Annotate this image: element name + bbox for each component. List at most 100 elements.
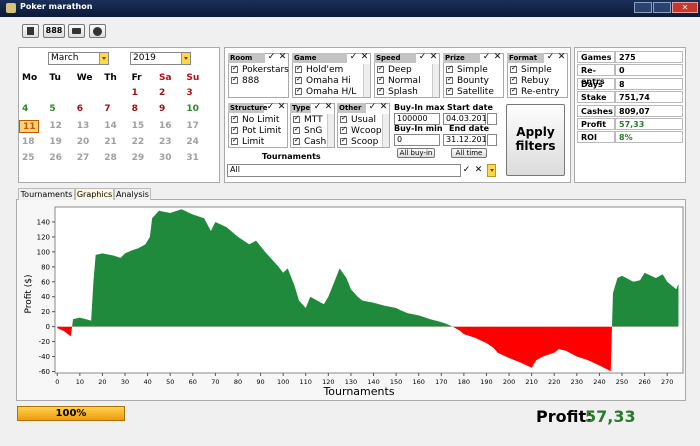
calendar-day[interactable]: 16 (159, 120, 172, 131)
checkbox[interactable] (295, 64, 302, 73)
calendar-day[interactable]: 1 (131, 88, 138, 98)
checkbox[interactable] (293, 136, 300, 145)
apply-filters-button[interactable]: Apply filters (506, 104, 565, 176)
calendar-day[interactable]: 24 (186, 136, 199, 147)
calendar-day[interactable]: 23 (159, 136, 172, 147)
checkbox[interactable] (231, 125, 238, 134)
calendar-day[interactable]: 9 (159, 104, 166, 115)
checkbox[interactable] (340, 136, 347, 145)
x-tick-label: 110 (300, 378, 312, 386)
select-all-icon[interactable] (418, 53, 427, 62)
calendar-day[interactable]: 22 (131, 136, 145, 147)
select-all-icon[interactable] (368, 103, 377, 112)
select-all-icon[interactable] (313, 103, 322, 112)
clear-icon[interactable] (493, 53, 502, 62)
select-all-icon[interactable] (482, 53, 491, 62)
clear-icon[interactable] (277, 103, 286, 112)
calendar-day[interactable]: 31 (186, 153, 199, 164)
calendar-day[interactable]: 15 (131, 120, 145, 131)
checkbox[interactable] (231, 64, 238, 73)
checkbox[interactable] (510, 75, 517, 84)
calendar-day[interactable]: 12 (49, 120, 62, 131)
checkbox[interactable] (231, 75, 238, 84)
checkbox[interactable] (295, 86, 302, 95)
filter-option: Scoop (351, 137, 379, 147)
checkbox[interactable] (231, 136, 238, 145)
clear-icon[interactable] (429, 53, 438, 62)
clear-icon[interactable] (379, 103, 388, 112)
select-all-icon[interactable] (266, 103, 275, 112)
tab[interactable]: Tournaments (18, 188, 75, 200)
checkbox[interactable] (377, 86, 384, 95)
minimize-button[interactable] (634, 2, 652, 13)
checkbox[interactable] (295, 75, 302, 84)
calendar-day[interactable]: 20 (76, 136, 90, 147)
camera-button[interactable] (68, 24, 85, 38)
checkbox[interactable] (293, 125, 300, 134)
calendar-day[interactable]: 13 (76, 120, 90, 131)
checkbox[interactable] (510, 86, 517, 95)
checkbox[interactable] (446, 75, 453, 84)
select-all-icon[interactable] (349, 53, 358, 62)
tab[interactable]: Analysis (114, 188, 151, 200)
room-button[interactable]: 888 (43, 24, 65, 38)
all-buy-in-button[interactable]: All buy-in (397, 148, 435, 158)
calendar-day[interactable]: 26 (49, 153, 62, 164)
select-all-icon[interactable] (267, 53, 276, 62)
calendar-day[interactable]: 4 (22, 104, 29, 115)
buy-in-min-input[interactable]: 0 (394, 134, 440, 146)
checkbox[interactable] (340, 125, 347, 134)
year-select[interactable]: 2019 (130, 52, 191, 65)
checkbox[interactable] (446, 86, 453, 95)
clear-icon[interactable] (474, 166, 483, 175)
calendar-day[interactable]: 10 (186, 104, 199, 115)
clear-icon[interactable] (557, 53, 566, 62)
end-date-picker[interactable] (487, 134, 497, 146)
calendar-day[interactable]: 30 (159, 153, 172, 164)
checkbox[interactable] (293, 114, 300, 123)
icon-button[interactable] (22, 24, 39, 38)
checkbox[interactable] (446, 64, 453, 73)
calendar-day[interactable]: 28 (104, 153, 117, 164)
calendar-day[interactable]: 17 (186, 120, 199, 131)
buy-in-max-input[interactable]: 100000 (394, 113, 440, 125)
close-button[interactable]: ✕ (672, 2, 698, 13)
calendar-day[interactable]: 6 (76, 104, 84, 115)
checkbox[interactable] (377, 64, 384, 73)
all-time-button[interactable]: All time (451, 148, 487, 158)
clear-icon[interactable] (278, 53, 287, 62)
calendar-day[interactable]: 25 (22, 153, 35, 164)
select-all-icon[interactable] (546, 53, 555, 62)
dropdown-arrow[interactable] (487, 164, 496, 177)
maximize-button[interactable] (653, 2, 671, 13)
select-all-icon[interactable] (462, 166, 471, 175)
start-date-picker[interactable] (487, 113, 497, 125)
filter-option: Splash (388, 87, 418, 97)
month-select[interactable]: March (48, 52, 109, 65)
tournaments-select[interactable]: All (227, 164, 461, 177)
clear-icon[interactable] (360, 53, 369, 62)
calendar-day[interactable]: 19 (49, 136, 62, 147)
checkbox[interactable] (510, 64, 517, 73)
filter-option: Bounty (457, 76, 489, 86)
calendar-day[interactable]: 3 (186, 88, 193, 98)
profit-label: Profit: (536, 407, 593, 426)
calendar-day[interactable]: 18 (22, 136, 35, 147)
clear-icon[interactable] (324, 103, 333, 112)
calendar-day[interactable]: 29 (131, 153, 145, 164)
checkbox[interactable] (377, 75, 384, 84)
calendar-day[interactable]: 7 (104, 104, 111, 115)
checkbox[interactable] (231, 114, 238, 123)
calendar-day[interactable]: 5 (49, 104, 56, 115)
help-button[interactable] (89, 24, 106, 38)
calendar-day[interactable]: 14 (104, 120, 117, 131)
calendar-day[interactable]: 8 (131, 104, 138, 115)
calendar-day[interactable]: 21 (104, 136, 117, 147)
calendar-day[interactable]: 2 (159, 88, 166, 98)
calendar-day[interactable]: 11 (19, 119, 39, 133)
checkbox[interactable] (340, 114, 347, 123)
tab[interactable]: Graphics (75, 188, 114, 200)
end-date-input[interactable]: 31.12.2019 (443, 134, 492, 146)
calendar-day[interactable]: 27 (76, 153, 90, 164)
start-date-input[interactable]: 04.03.2019 (443, 113, 492, 125)
